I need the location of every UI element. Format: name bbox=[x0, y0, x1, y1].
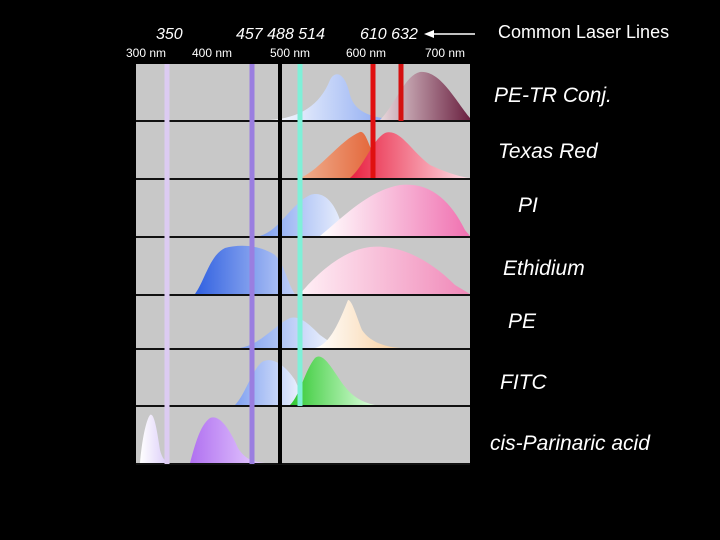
axis-label-400nm: 400 nm bbox=[192, 46, 233, 60]
spectrum-ethidium bbox=[195, 245, 470, 294]
spectrum-pe bbox=[240, 300, 400, 348]
dye-label-pe: PE bbox=[508, 310, 537, 333]
row-baselines bbox=[136, 120, 470, 465]
laser-label-457-488-514: 457 488 514 bbox=[236, 26, 325, 43]
spectrum-pi bbox=[260, 184, 470, 236]
spectrum-cis-parinaric bbox=[140, 414, 265, 463]
dye-label-pi: PI bbox=[518, 194, 538, 217]
dye-label-ethidium: Ethidium bbox=[503, 257, 585, 280]
axis-label-300nm: 300 nm bbox=[126, 46, 167, 60]
laser-lines bbox=[164, 64, 404, 464]
axis-label-500nm: 500 nm bbox=[270, 46, 311, 60]
dye-label-pe-tr: PE-TR Conj. bbox=[494, 84, 612, 107]
pointer-arrow bbox=[424, 30, 475, 38]
dye-label-texas-red: Texas Red bbox=[498, 140, 598, 163]
axis-label-700nm: 700 nm bbox=[425, 46, 466, 60]
laser-label-610-632: 610 632 bbox=[360, 26, 418, 43]
figure-title: Common Laser Lines bbox=[498, 22, 670, 42]
dye-label-cis-parinaric-acid: cis-Parinaric acid bbox=[490, 432, 650, 455]
dye-label-fitc: FITC bbox=[500, 371, 547, 394]
axis-label-600nm: 600 nm bbox=[346, 46, 387, 60]
laser-label-350: 350 bbox=[156, 26, 183, 43]
